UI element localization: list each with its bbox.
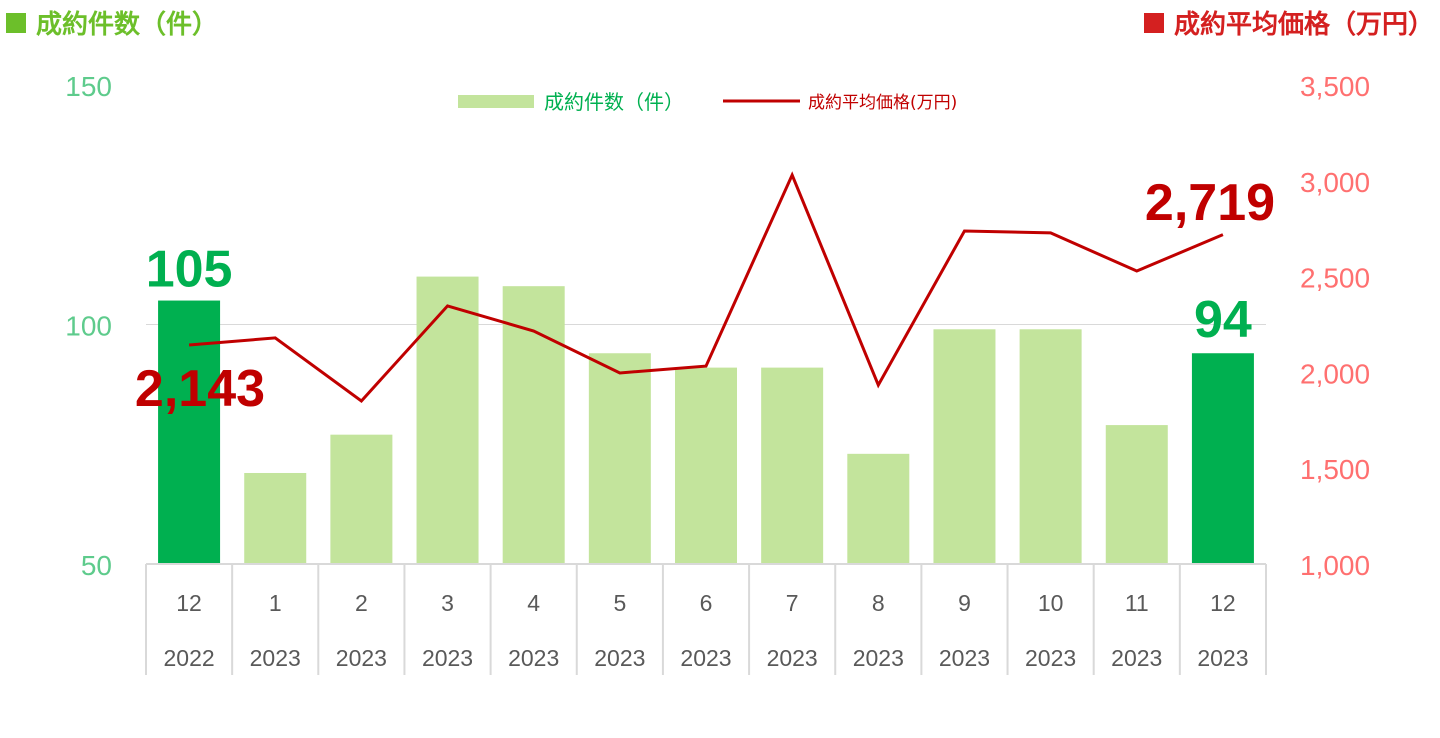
year-label: 2022 xyxy=(163,645,214,671)
year-label: 2023 xyxy=(939,645,990,671)
right-title-text: 成約平均価格（万円） xyxy=(1173,10,1434,40)
left-tick-label: 100 xyxy=(65,311,112,342)
bar xyxy=(933,329,996,564)
bar xyxy=(244,472,307,564)
year-label: 2023 xyxy=(336,645,387,671)
year-label: 2023 xyxy=(250,645,301,671)
month-label: 7 xyxy=(786,590,799,616)
bar xyxy=(1105,425,1168,564)
legend-line-label: 成約平均価格(万円) xyxy=(808,93,957,113)
left-tick-label: 50 xyxy=(81,550,112,581)
right-tick-label: 1,500 xyxy=(1300,454,1370,485)
left-axis-title: 成約件数（件） xyxy=(6,4,218,41)
bar xyxy=(588,353,651,564)
bar xyxy=(502,286,565,564)
right-tick-label: 3,000 xyxy=(1300,167,1370,198)
bar xyxy=(1191,353,1254,564)
bar xyxy=(1019,329,1082,564)
year-label: 2023 xyxy=(508,645,559,671)
month-label: 1 xyxy=(269,590,282,616)
bar xyxy=(761,367,824,564)
month-label: 10 xyxy=(1038,590,1064,616)
month-label: 11 xyxy=(1125,590,1149,616)
bar xyxy=(158,300,221,564)
bar-data-label-last: 94 xyxy=(1194,291,1252,349)
right-tick-label: 1,000 xyxy=(1300,550,1370,581)
left-title-text: 成約件数（件） xyxy=(36,10,219,40)
month-label: 5 xyxy=(613,590,626,616)
year-label: 2023 xyxy=(594,645,645,671)
month-label: 3 xyxy=(441,590,454,616)
green-square-icon xyxy=(6,12,26,33)
year-label: 2023 xyxy=(767,645,818,671)
legend-bar-label: 成約件数（件） xyxy=(544,90,684,114)
bar xyxy=(847,453,910,564)
year-label: 2023 xyxy=(1197,645,1248,671)
bar xyxy=(416,276,479,564)
line-data-label-last: 2,719 xyxy=(1145,174,1275,232)
left-tick-label: 150 xyxy=(65,71,112,102)
bar xyxy=(675,367,737,564)
line-data-label-first: 2,143 xyxy=(135,360,265,418)
month-label: 12 xyxy=(176,590,202,616)
month-label: 4 xyxy=(527,590,540,616)
right-tick-label: 2,000 xyxy=(1300,358,1370,389)
year-label: 2023 xyxy=(1025,645,1076,671)
month-label: 8 xyxy=(872,590,885,616)
month-label: 2 xyxy=(355,590,368,616)
legend-bar-swatch xyxy=(458,95,534,108)
year-label: 2023 xyxy=(680,645,731,671)
month-label: 9 xyxy=(958,590,971,616)
right-axis-title: 成約平均価格（万円） xyxy=(1143,4,1434,41)
month-label: 12 xyxy=(1210,590,1236,616)
year-label: 2023 xyxy=(853,645,904,671)
year-label: 2023 xyxy=(1111,645,1162,671)
bar-data-label-first: 105 xyxy=(146,241,233,299)
right-tick-label: 2,500 xyxy=(1300,263,1370,294)
red-square-icon xyxy=(1143,12,1164,33)
right-tick-label: 3,500 xyxy=(1300,71,1370,102)
price-line xyxy=(188,171,1224,403)
month-label: 6 xyxy=(700,590,713,616)
bar xyxy=(330,434,393,564)
year-label: 2023 xyxy=(422,645,473,671)
